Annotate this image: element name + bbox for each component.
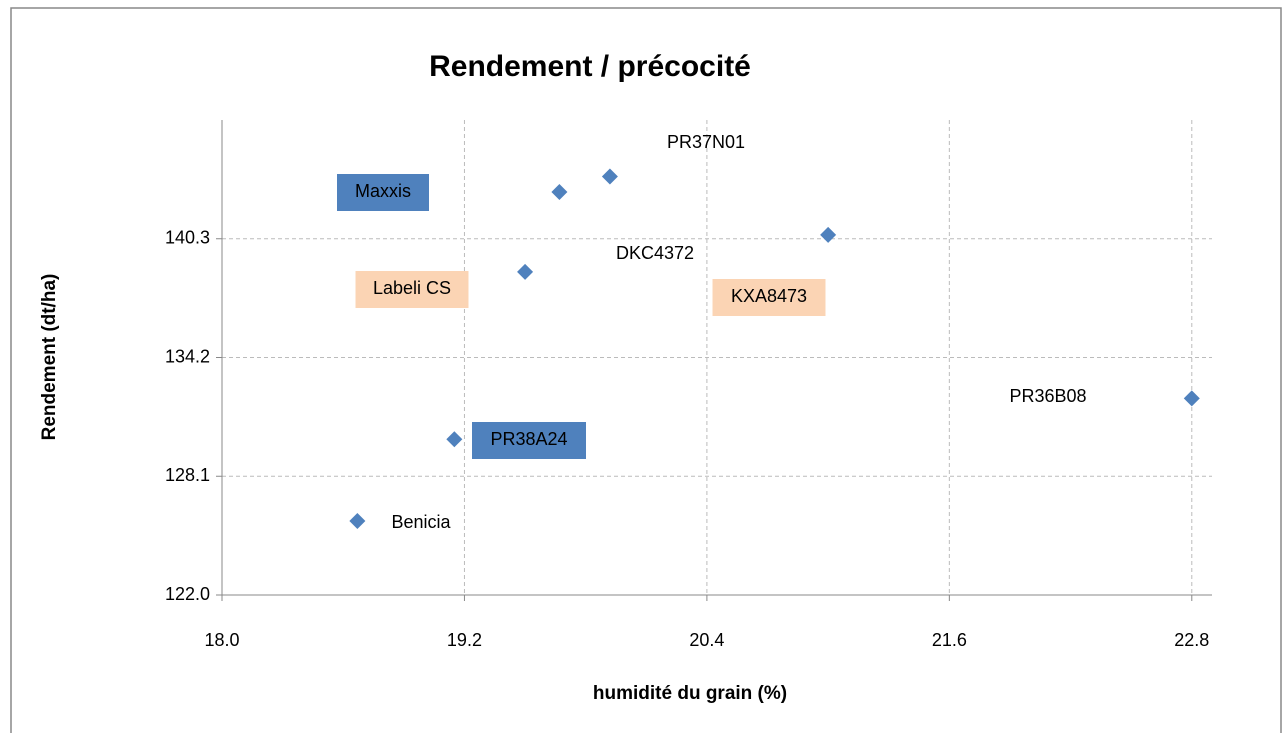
label-box (355, 271, 469, 308)
point-label: Benicia (391, 512, 451, 532)
x-tick-label: 21.6 (932, 630, 967, 650)
label-box (712, 279, 826, 316)
x-axis-label: humidité du grain (%) (593, 683, 787, 704)
x-tick-label: 20.4 (689, 630, 724, 650)
point (446, 431, 463, 448)
chart-border (10, 7, 1282, 738)
x-tick-label: 22.8 (1174, 630, 1209, 650)
point (1183, 390, 1200, 407)
point-label: PR37N01 (667, 132, 745, 152)
label-box (337, 174, 429, 211)
chart-title: Rendement / précocité (429, 50, 751, 83)
point (601, 168, 618, 185)
point-label: PR36B08 (1009, 386, 1086, 406)
label-box (472, 422, 586, 459)
point (517, 263, 534, 280)
point (551, 184, 568, 201)
point-label: KXA8473 (731, 286, 807, 306)
point-label: PR38A24 (490, 429, 567, 449)
y-tick-label: 134.2 (165, 346, 210, 366)
x-tick-label: 18.0 (204, 630, 239, 650)
y-tick-label: 140.3 (165, 228, 210, 248)
x-tick-label: 19.2 (447, 630, 482, 650)
point-label: DKC4372 (616, 243, 694, 263)
point-label: Labeli CS (373, 278, 451, 298)
point (820, 226, 837, 243)
y-axis-label: Rendement (dt/ha) (39, 274, 60, 441)
y-tick-label: 122.0 (165, 584, 210, 604)
point (349, 513, 366, 530)
point-label: Maxxis (355, 181, 411, 201)
y-tick-label: 128.1 (165, 465, 210, 485)
